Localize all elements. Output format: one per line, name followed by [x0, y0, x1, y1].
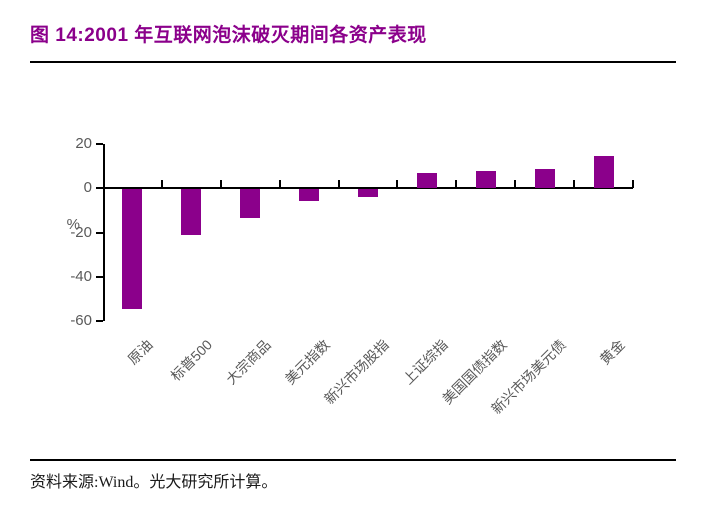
- y-tick-mark: [96, 143, 103, 145]
- x-tick-mark: [160, 180, 163, 189]
- x-tick-mark: [219, 180, 222, 189]
- x-axis-label: 原油: [125, 336, 157, 368]
- bar: [181, 189, 202, 235]
- y-tick-label: -40: [70, 267, 92, 285]
- bar: [534, 169, 555, 189]
- source-note: 资料来源:Wind。光大研究所计算。: [30, 474, 278, 491]
- title-divider: [30, 61, 676, 63]
- y-tick-label: -20: [70, 223, 92, 241]
- x-tick-mark: [337, 180, 340, 189]
- figure-title: 图 14:2001 年互联网泡沫破灭期间各资产表现: [30, 25, 427, 46]
- x-axis-label: 上证综指: [399, 336, 451, 388]
- y-tick-label: -60: [70, 312, 92, 329]
- x-axis-label: 美元指数: [281, 336, 333, 388]
- x-axis-label: 标普500: [167, 336, 216, 385]
- x-tick-mark: [455, 180, 458, 189]
- bar: [240, 189, 261, 218]
- y-axis-line: [103, 144, 105, 321]
- bar: [475, 170, 496, 189]
- y-tick-label: 0: [83, 179, 92, 197]
- bar: [122, 189, 143, 309]
- x-tick-mark: [573, 180, 576, 189]
- x-tick-mark: [396, 180, 399, 189]
- bar: [593, 156, 614, 189]
- x-tick-mark: [632, 180, 634, 189]
- bar-chart: % 20 0 -20 -40 -60 原油 标普500 大宗商品 美元指数 新兴市场股指 上证综指美…: [0, 100, 706, 450]
- x-tick-mark: [514, 180, 517, 189]
- source-divider: [30, 459, 676, 461]
- y-tick-mark: [96, 231, 103, 234]
- x-tick-mark: [278, 180, 281, 189]
- x-axis-line: [103, 187, 633, 190]
- bar: [416, 172, 437, 189]
- y-tick-label: 20: [75, 135, 92, 152]
- x-axis-label: 大宗商品: [223, 336, 274, 388]
- y-axis-unit-label: %: [66, 216, 80, 233]
- bar: [358, 189, 378, 197]
- y-tick-mark: [96, 275, 103, 278]
- y-tick-mark: [96, 187, 103, 190]
- bar: [299, 189, 320, 202]
- y-tick-mark: [96, 320, 103, 322]
- x-axis-label: 黄金: [596, 336, 628, 368]
